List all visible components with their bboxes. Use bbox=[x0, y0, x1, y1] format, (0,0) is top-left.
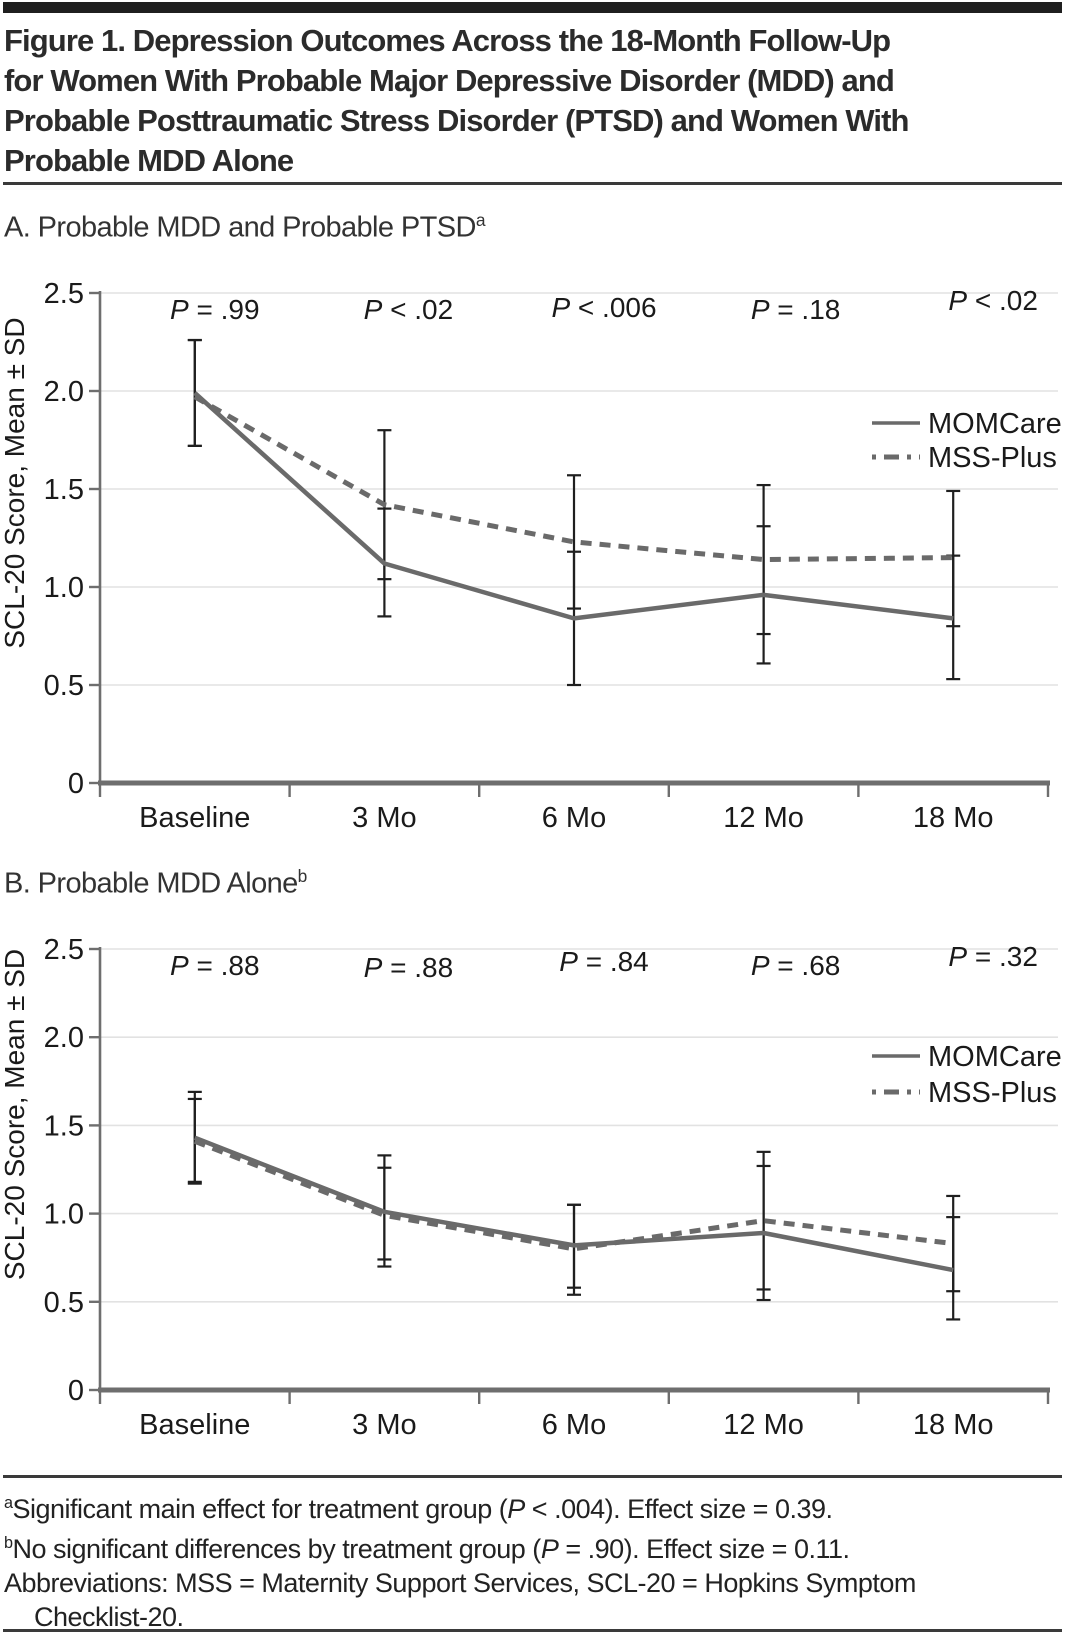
y-tick-label: 1.5 bbox=[44, 1110, 84, 1142]
legend-item-momcare: MOMCare bbox=[872, 1041, 1062, 1073]
p-value-label: P = .68 bbox=[751, 950, 841, 981]
legend: MOMCare MSS-Plus bbox=[872, 1041, 1062, 1109]
x-tick-label: 12 Mo bbox=[723, 1409, 804, 1441]
p-value-label: P < .006 bbox=[551, 292, 656, 323]
legend-label: MSS-Plus bbox=[928, 1077, 1057, 1109]
footnote-line: aSignificant main effect for treatment g… bbox=[4, 1494, 833, 1524]
error-bar-mss-plus bbox=[567, 474, 581, 610]
p-value-label: P < .02 bbox=[364, 294, 454, 325]
legend-item-momcare: MOMCare bbox=[872, 408, 1062, 440]
y-axis-title: SCL-20 Score, Mean ± SD bbox=[0, 317, 30, 648]
error-bar-mss-plus bbox=[946, 489, 961, 628]
p-value-label: P = .84 bbox=[559, 946, 649, 977]
figure-title: Figure 1. Depression Outcomes Across the… bbox=[4, 21, 1062, 181]
y-tick-label: 0 bbox=[68, 1375, 84, 1407]
y-tick-label: 2.5 bbox=[44, 934, 84, 966]
panel-b-chart: 0 0.5 1.0 1.5 2.0 2.5 Baseline 3 Mo 6 Mo 12 Mo 18 … bbox=[0, 934, 1062, 1441]
footnote-divider-rule bbox=[3, 1475, 1062, 1478]
error-bar-mss-plus bbox=[756, 1150, 771, 1291]
p-value-label: P < .02 bbox=[948, 285, 1038, 316]
error-bar-mss-plus bbox=[567, 1203, 581, 1296]
x-tick-label: 3 Mo bbox=[352, 802, 416, 830]
y-tick-label: 0 bbox=[68, 768, 84, 800]
footnote-line: Checklist-20. bbox=[34, 1602, 184, 1632]
legend-item-mss-plus: MSS-Plus bbox=[872, 442, 1057, 474]
y-tick-label: 0.5 bbox=[44, 670, 84, 702]
x-tick-label: 18 Mo bbox=[913, 1409, 994, 1441]
panel-a-heading: A. Probable MDD and Probable PTSDa bbox=[4, 210, 486, 245]
x-tick-label: 6 Mo bbox=[542, 802, 606, 830]
figure-title-line: Probable MDD Alone bbox=[4, 143, 294, 178]
title-divider-rule bbox=[3, 182, 1062, 185]
y-tick-label: 1.5 bbox=[44, 474, 84, 506]
legend-item-mss-plus: MSS-Plus bbox=[872, 1077, 1057, 1109]
y-axis-title: SCL-20 Score, Mean ± SD bbox=[0, 949, 30, 1280]
x-tick-label: Baseline bbox=[139, 1409, 250, 1441]
p-value-label: P = .99 bbox=[170, 294, 260, 325]
figure-title-line: Probable Posttraumatic Stress Disorder (… bbox=[4, 103, 909, 138]
panel-b-heading: B. Probable MDD Aloneb bbox=[4, 866, 307, 901]
error-bar-mss-plus bbox=[946, 1194, 961, 1293]
series-line-momcare bbox=[193, 1135, 954, 1273]
x-tick-label: Baseline bbox=[139, 802, 250, 830]
y-tick-label: 1.0 bbox=[44, 1199, 84, 1231]
italic-p: P bbox=[540, 1534, 559, 1564]
y-tick-label: 0.5 bbox=[44, 1287, 84, 1319]
footnote-superscript: b bbox=[4, 1534, 13, 1552]
p-value-label: P = .88 bbox=[364, 952, 454, 983]
x-tick-label: 12 Mo bbox=[723, 802, 804, 830]
legend-label: MOMCare bbox=[928, 408, 1062, 440]
bottom-rule bbox=[3, 1629, 1062, 1632]
error-bar-mss-plus bbox=[187, 338, 202, 447]
error-bar-mss-plus bbox=[756, 483, 771, 636]
italic-p: P bbox=[507, 1494, 525, 1524]
legend-label: MSS-Plus bbox=[928, 442, 1057, 474]
panel-a-heading-text: A. Probable MDD and Probable PTSD bbox=[4, 211, 476, 244]
x-tick-label: 3 Mo bbox=[352, 1409, 416, 1441]
x-tick-label: 6 Mo bbox=[542, 1409, 606, 1441]
figure-title-line: for Women With Probable Major Depressive… bbox=[4, 63, 895, 98]
y-tick-label: 1.0 bbox=[44, 572, 84, 604]
x-tick-label: 18 Mo bbox=[913, 802, 994, 830]
footnote-line: bNo significant differences by treatment… bbox=[4, 1534, 850, 1564]
p-value-label: P = .32 bbox=[948, 941, 1038, 972]
panel-a-chart: 0 0.5 1.0 1.5 2.0 2.5 Baseline 3 Mo 6 Mo 12 Mo 18 … bbox=[0, 278, 1062, 830]
figure-title-line: Figure 1. Depression Outcomes Across the… bbox=[4, 23, 891, 58]
y-tick-label: 2.0 bbox=[44, 376, 84, 408]
series-line-mss-plus bbox=[193, 1138, 954, 1252]
panel-a-heading-superscript: a bbox=[475, 210, 486, 230]
footnote-line: Abbreviations: MSS = Maternity Support S… bbox=[4, 1568, 916, 1598]
series-line-momcare bbox=[193, 391, 954, 621]
panel-b-heading-superscript: b bbox=[297, 866, 308, 886]
p-value-label: P = .18 bbox=[751, 294, 841, 325]
y-tick-label: 2.0 bbox=[44, 1022, 84, 1054]
footnotes: aSignificant main effect for treatment g… bbox=[4, 1486, 1062, 1634]
y-tick-label: 2.5 bbox=[44, 278, 84, 310]
top-black-bar bbox=[3, 2, 1062, 13]
footnote-superscript: a bbox=[4, 1494, 13, 1512]
panel-b-heading-text: B. Probable MDD Alone bbox=[4, 867, 298, 900]
p-value-label: P = .88 bbox=[170, 950, 260, 981]
legend-label: MOMCare bbox=[928, 1041, 1062, 1073]
